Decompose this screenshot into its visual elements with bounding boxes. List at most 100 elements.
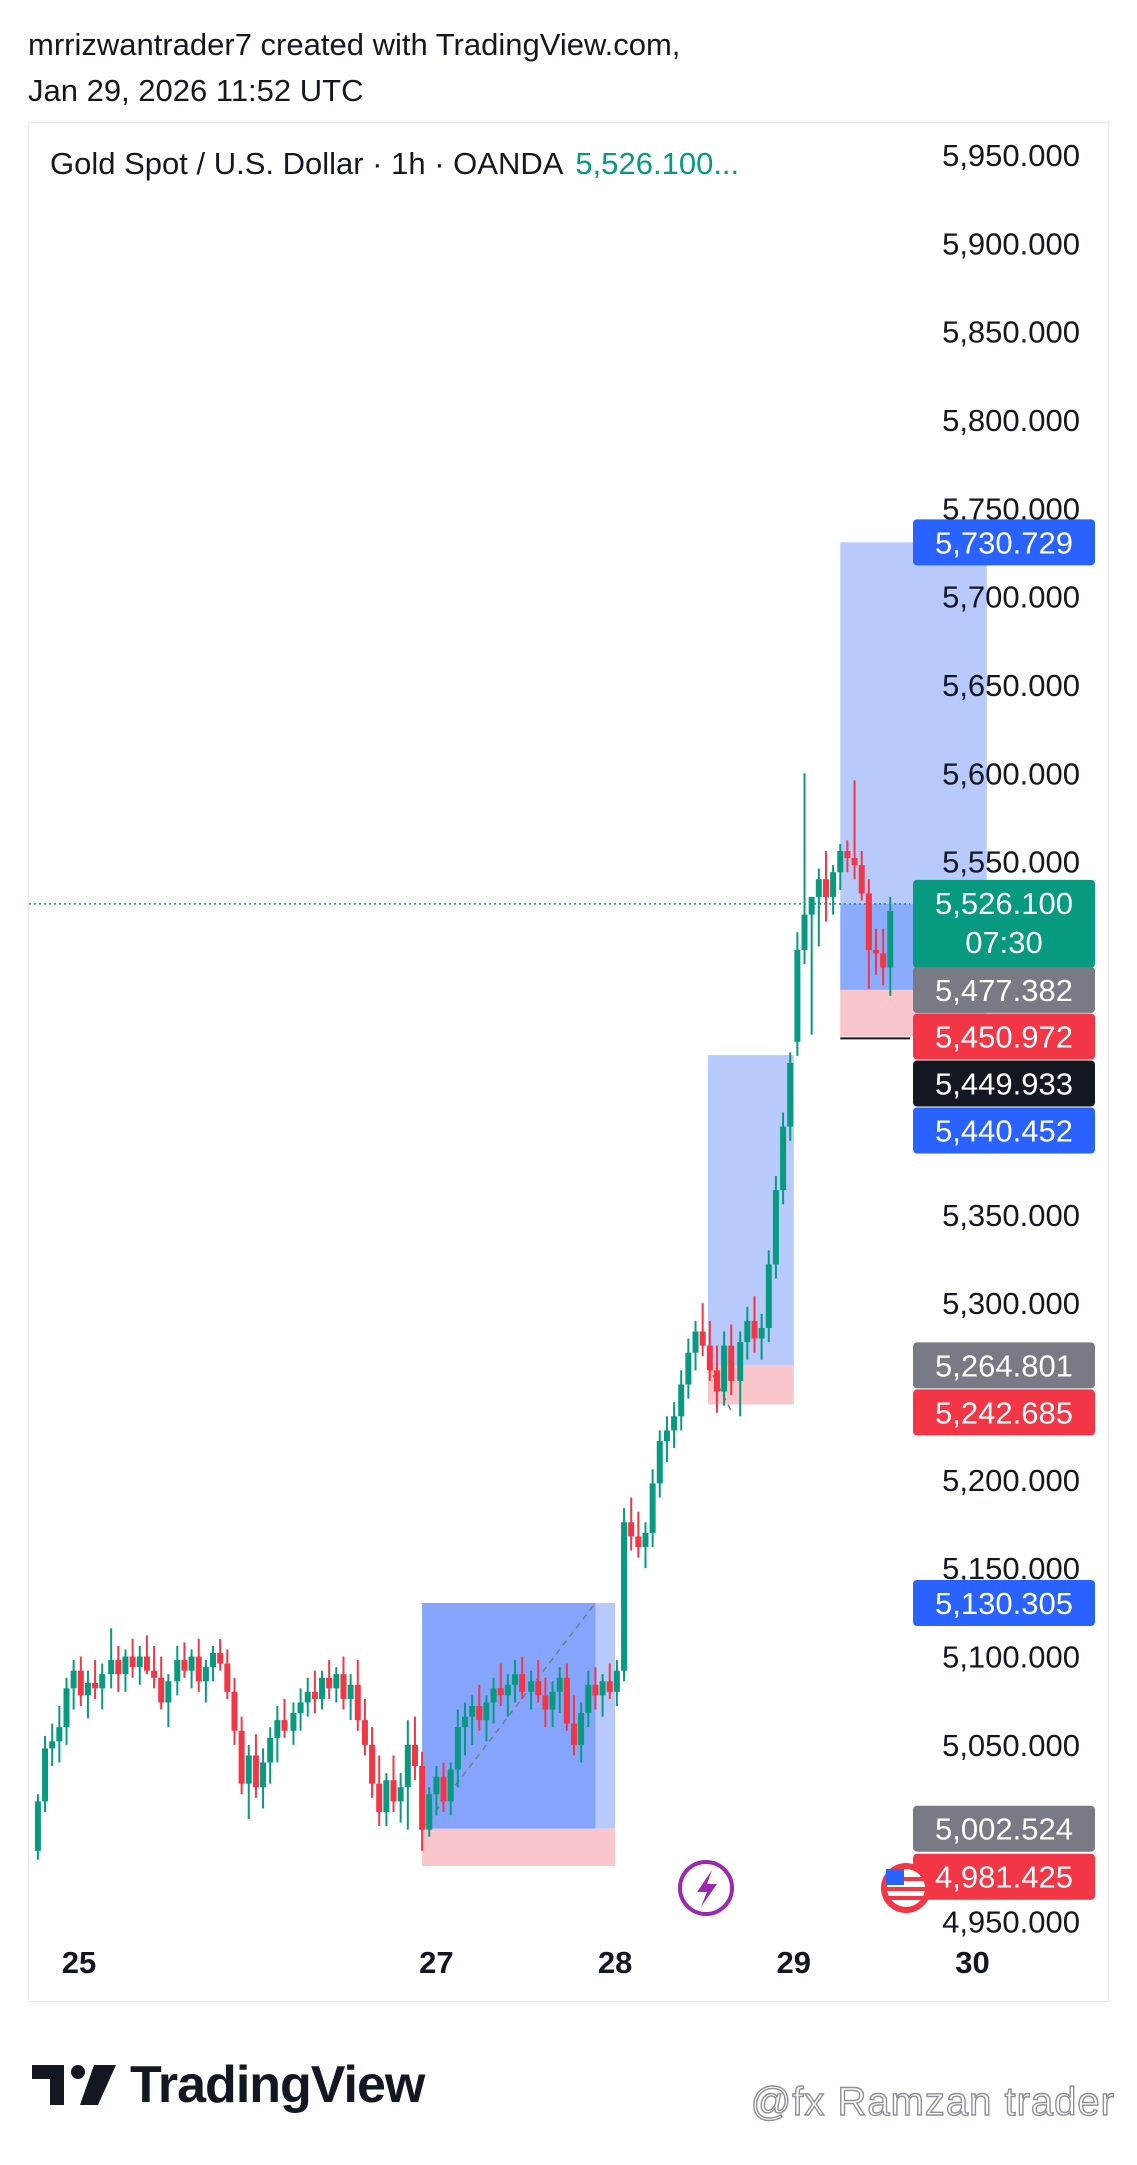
y-tick-label: 5,850.000 [942, 315, 1080, 350]
candle-body [252, 1755, 259, 1788]
candle-body [411, 1744, 418, 1767]
candle [549, 1681, 556, 1728]
candle [613, 1660, 620, 1706]
candle [512, 1660, 519, 1703]
x-tick-label: 30 [955, 1945, 989, 1980]
candle [815, 868, 822, 947]
x-axis[interactable]: 25 27 28 29 30 [62, 1945, 990, 1980]
candle [830, 865, 837, 915]
candle [42, 1736, 49, 1812]
candle [92, 1660, 99, 1699]
candle [801, 773, 808, 965]
tradingview-logo[interactable]: TradingView [32, 2055, 425, 2115]
candle-body [671, 1416, 678, 1431]
candles [34, 773, 894, 1860]
candle [578, 1702, 585, 1763]
candle [772, 1176, 779, 1279]
candle [63, 1677, 70, 1745]
candle-body [628, 1522, 635, 1537]
lightning-icon[interactable] [678, 1860, 734, 1916]
candle-body [122, 1656, 129, 1675]
badge-bg [913, 879, 1095, 968]
candle-body [361, 1720, 368, 1745]
candle-body [706, 1345, 713, 1371]
candle-body [151, 1670, 158, 1678]
y-tick-label: 5,300.000 [942, 1286, 1080, 1321]
candle-body [542, 1695, 549, 1710]
candle [376, 1755, 383, 1827]
candle [390, 1755, 397, 1812]
price-label-text: 5,730.729 [935, 525, 1073, 560]
candle [347, 1674, 354, 1721]
candle [224, 1649, 231, 1699]
y-tick-label: 5,050.000 [942, 1728, 1080, 1763]
candle [476, 1684, 483, 1731]
candle-body [570, 1723, 577, 1745]
candle-body [585, 1684, 592, 1714]
candle [837, 843, 844, 890]
candle-body [649, 1483, 656, 1533]
candle-body [830, 872, 837, 897]
candle [794, 932, 801, 1056]
price-label: 5,730.729 [913, 519, 1095, 566]
us-flag-icon [881, 1863, 931, 1913]
y-tick-label: 5,350.000 [942, 1198, 1080, 1233]
candle-body [92, 1683, 99, 1689]
candle [780, 1112, 787, 1205]
candle-body [99, 1674, 106, 1689]
candle [721, 1331, 728, 1406]
candle [188, 1649, 195, 1689]
candle [765, 1250, 772, 1343]
candle [535, 1660, 542, 1703]
candle [447, 1762, 454, 1816]
candle-body [281, 1720, 288, 1731]
candle [297, 1688, 304, 1731]
candle [115, 1645, 122, 1692]
price-label: 5,130.305 [913, 1579, 1095, 1626]
candle-body [528, 1681, 535, 1692]
candle [685, 1338, 692, 1399]
candle-body [440, 1776, 447, 1802]
candle-body [815, 879, 822, 897]
candle [290, 1702, 297, 1745]
tradingview-logo-icon [32, 2065, 116, 2105]
candle [426, 1787, 433, 1837]
candle-body [143, 1656, 150, 1671]
candle [419, 1751, 426, 1851]
price-chart[interactable]: 5,950.0005,900.0005,850.0005,800.0005,75… [0, 0, 1137, 2010]
candle-body [174, 1660, 181, 1682]
candle [504, 1674, 511, 1717]
candle-body [512, 1674, 519, 1685]
countdown-text: 07:30 [965, 925, 1043, 960]
candle-body [70, 1670, 77, 1689]
candle-body [765, 1264, 772, 1328]
candle-body [635, 1536, 642, 1548]
candle-body [578, 1713, 585, 1745]
candle-body [497, 1688, 504, 1696]
price-label-bg [913, 1853, 1095, 1900]
y-axis[interactable]: 5,950.0005,900.0005,850.0005,800.0005,75… [942, 138, 1080, 1940]
candle-body [713, 1370, 720, 1392]
symbol-legend[interactable]: Gold Spot / U.S. Dollar · 1h · OANDA 5,52… [50, 144, 739, 184]
candle [361, 1698, 368, 1756]
candle [563, 1663, 570, 1731]
candle [84, 1670, 91, 1719]
candle-body [397, 1787, 404, 1802]
target-zone [708, 1055, 794, 1366]
candle [490, 1677, 497, 1724]
candle-body [165, 1681, 172, 1703]
candle [143, 1635, 150, 1675]
candle [528, 1670, 535, 1710]
candle-body [129, 1656, 136, 1668]
candle-body [419, 1766, 426, 1830]
candle [787, 1052, 794, 1141]
candle [851, 780, 858, 880]
candle-body [108, 1660, 115, 1675]
price-label-text: 5,449.933 [935, 1067, 1073, 1102]
candle [737, 1331, 744, 1417]
candle-body [311, 1691, 318, 1699]
candle [865, 879, 872, 989]
timestamp-line: Jan 29, 2026 11:52 UTC [28, 73, 364, 108]
candle [397, 1773, 404, 1823]
candle-body [267, 1737, 274, 1763]
